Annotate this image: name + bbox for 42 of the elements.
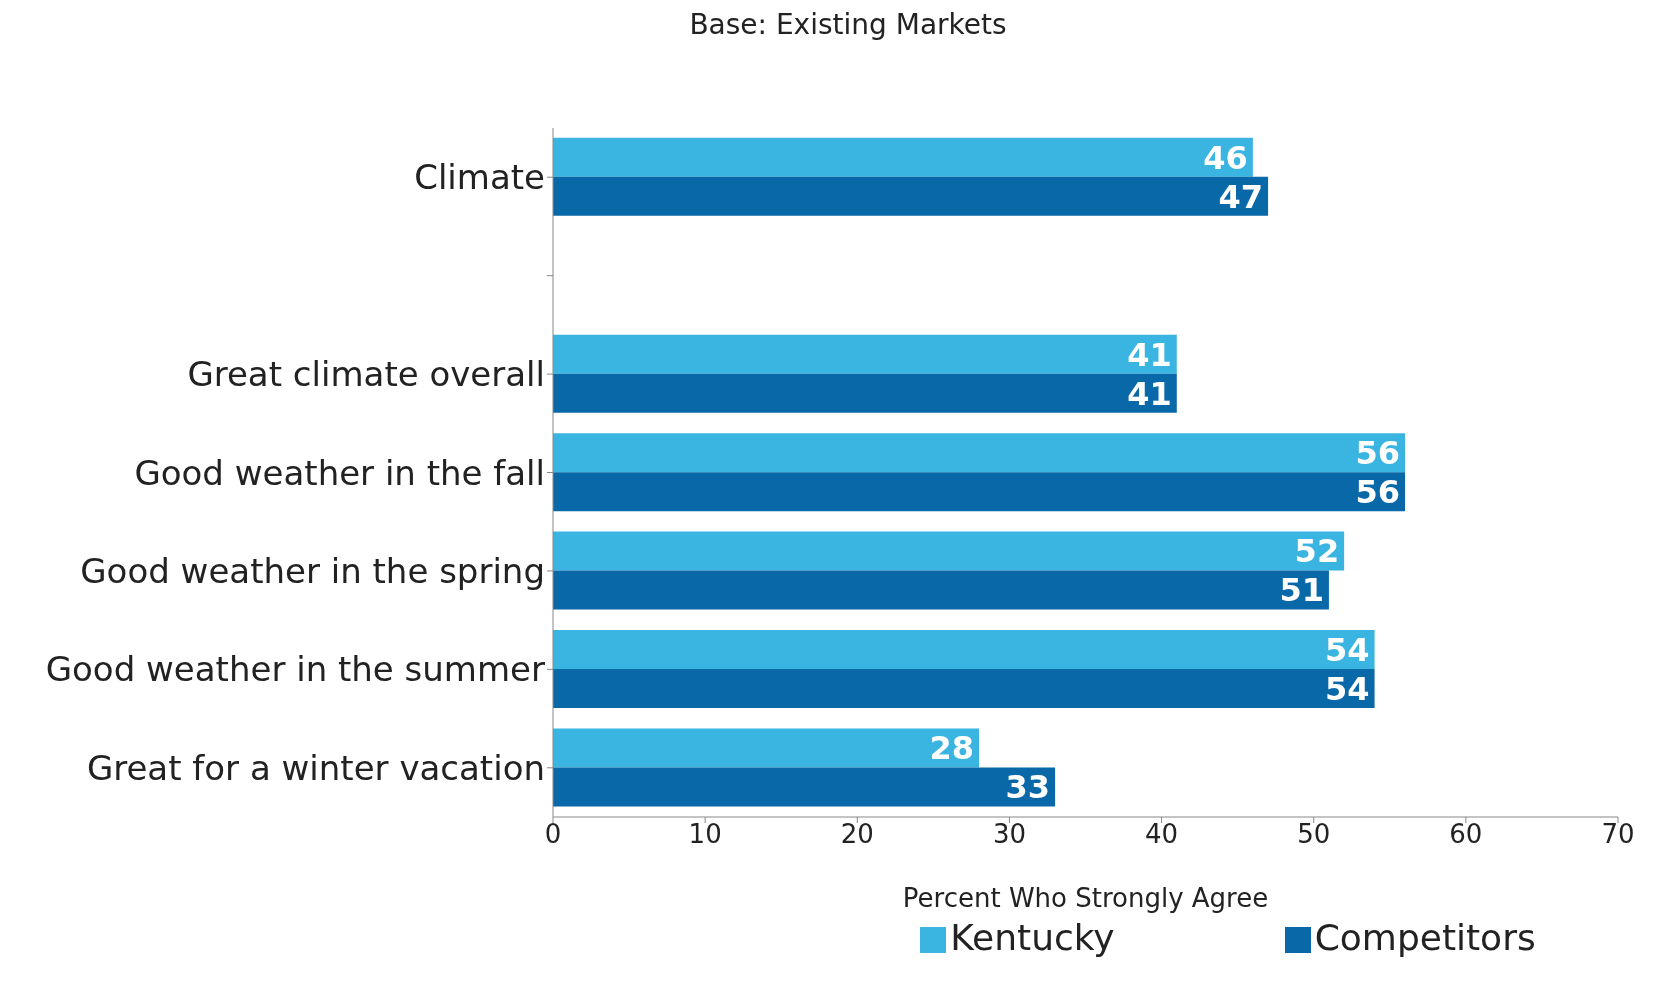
legend-label: Competitors (1314, 917, 1536, 958)
bar (553, 137, 1253, 177)
bar (553, 629, 1375, 669)
bar (553, 668, 1375, 708)
bar (553, 767, 1056, 807)
data-label: 28 (929, 729, 974, 768)
x-tick-label: 40 (1145, 819, 1179, 850)
x-tick-label: 30 (992, 819, 1026, 850)
x-tick-label: 60 (1449, 819, 1483, 850)
data-label: 52 (1294, 532, 1340, 571)
bar (553, 176, 1269, 216)
data-label: 51 (1279, 571, 1324, 610)
y-tick-label: Climate (414, 157, 545, 198)
bar (553, 570, 1329, 610)
bar (553, 531, 1345, 571)
data-label: 56 (1355, 472, 1400, 511)
data-label: 54 (1325, 630, 1370, 669)
data-label: 54 (1325, 669, 1370, 708)
x-tick-label: 20 (840, 819, 874, 850)
y-tick-label: Great climate overall (187, 354, 545, 395)
data-label: 41 (1127, 335, 1172, 374)
bar (553, 472, 1405, 512)
chart-title: Base: Existing Markets (688, 8, 1008, 43)
bar (553, 373, 1177, 413)
x-tick-label: 50 (1297, 819, 1331, 850)
bar (553, 433, 1405, 473)
y-tick-label: Great for a winter vacation (86, 747, 545, 788)
data-label: 33 (1005, 768, 1051, 807)
legend-label: Kentucky (950, 917, 1115, 958)
x-tick-label: 70 (1601, 819, 1635, 850)
y-tick-label: Good weather in the fall (134, 452, 545, 493)
x-tick-label: 0 (544, 819, 562, 850)
y-tick-label: Good weather in the summer (45, 649, 546, 690)
data-label: 46 (1203, 138, 1248, 177)
x-axis-title: Percent Who Strongly Agree (902, 883, 1269, 913)
data-label: 56 (1355, 433, 1400, 472)
y-tick-label: Good weather in the spring (80, 551, 545, 591)
x-tick-label: 10 (688, 819, 722, 850)
bar (553, 728, 979, 768)
bar (553, 334, 1177, 374)
data-label: 41 (1127, 374, 1172, 413)
data-label: 47 (1218, 177, 1264, 216)
